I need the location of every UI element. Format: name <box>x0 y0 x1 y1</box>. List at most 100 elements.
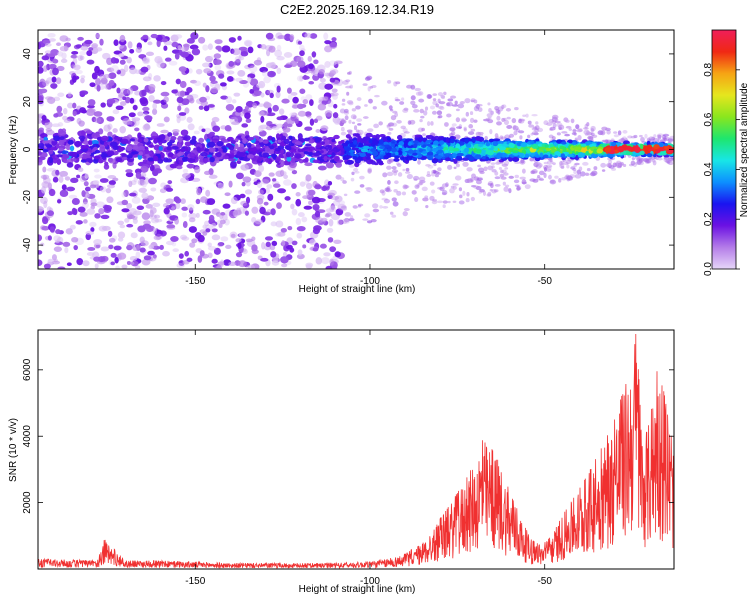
heatmap-cell <box>632 162 637 168</box>
heatmap-cell <box>663 157 668 163</box>
heatmap-cell <box>492 141 499 147</box>
heatmap-cell <box>142 34 149 40</box>
heatmap-cell <box>645 158 652 164</box>
heatmap-cell <box>580 147 586 153</box>
heatmap-cell <box>551 114 559 120</box>
heatmap-cell <box>406 174 413 180</box>
heatmap-cell <box>335 208 344 216</box>
heatmap-cell <box>436 200 443 204</box>
heatmap-cell <box>508 133 515 138</box>
heatmap-cell <box>455 117 461 123</box>
heatmap-cell <box>532 178 539 183</box>
heatmap-cell <box>349 84 354 89</box>
heatmap-cell <box>338 200 346 206</box>
heatmap-cell <box>137 132 142 139</box>
heatmap-cell <box>443 153 452 157</box>
heatmap-cell <box>144 115 153 121</box>
heatmap-cell <box>340 177 345 182</box>
heatmap-cell <box>40 242 45 247</box>
heatmap-cell <box>405 171 411 174</box>
heatmap-cell <box>205 85 210 93</box>
heatmap-cell <box>167 132 173 137</box>
heatmap-cell <box>449 126 456 132</box>
heatmap-cell <box>653 144 660 150</box>
heatmap-cell <box>103 124 111 132</box>
heatmap-cell <box>640 136 645 143</box>
heatmap-cell <box>177 45 182 51</box>
heatmap-cell <box>74 140 83 147</box>
heatmap-cell <box>633 134 638 139</box>
heatmap-cell <box>147 250 155 256</box>
heatmap-cell <box>307 189 316 196</box>
heatmap-cell <box>50 83 58 89</box>
heatmap-cell <box>617 130 622 136</box>
heatmap-cell <box>71 64 77 69</box>
heatmap-cell <box>558 124 562 129</box>
heatmap-cell <box>306 114 312 119</box>
heatmap-cell <box>353 125 358 131</box>
heatmap-cell <box>438 140 445 145</box>
heatmap-cell <box>391 147 397 153</box>
heatmap-cell <box>42 148 49 153</box>
heatmap-cell <box>473 106 480 112</box>
heatmap-cell <box>494 184 501 187</box>
heatmap-cell <box>367 128 374 133</box>
heatmap-cell <box>44 50 52 55</box>
heatmap-cell <box>64 246 69 254</box>
heatmap-cell <box>203 68 212 74</box>
heatmap-cell <box>259 66 269 73</box>
heatmap-cell <box>413 108 420 113</box>
heatmap-cell <box>423 110 428 116</box>
heatmap-cell <box>418 176 426 182</box>
heatmap-cell <box>421 186 428 192</box>
heatmap-cell <box>365 156 371 160</box>
heatmap-cell <box>374 94 380 98</box>
heatmap-cell <box>85 158 92 162</box>
heatmap-cell <box>563 162 569 166</box>
heatmap-cell <box>441 183 449 188</box>
heatmap-cell <box>658 151 666 156</box>
heatmap-cell <box>410 100 416 105</box>
heatmap-cell <box>461 118 468 122</box>
heatmap-cell <box>506 116 511 120</box>
heatmap-cell <box>171 41 179 48</box>
heatmap-cell <box>205 189 211 197</box>
heatmap-cell <box>631 157 635 161</box>
heatmap-cell <box>165 198 174 204</box>
heatmap-cell <box>245 238 253 243</box>
heatmap-cell <box>345 155 353 159</box>
heatmap-cell <box>127 41 133 49</box>
heatmap-cell <box>202 82 207 88</box>
heatmap-cell <box>382 206 389 209</box>
heatmap-cell <box>43 136 48 142</box>
heatmap-cell <box>559 163 565 169</box>
heatmap-cell <box>72 110 77 117</box>
heatmap-cell <box>352 205 359 209</box>
heatmap-cell <box>357 204 362 208</box>
heatmap-cell <box>211 234 221 241</box>
heatmap-cell <box>551 136 556 141</box>
heatmap-cell <box>202 231 208 236</box>
heatmap-cell <box>475 185 482 191</box>
heatmap-cell <box>125 172 134 178</box>
heatmap-cell <box>154 218 163 223</box>
heatmap-cell <box>401 191 407 196</box>
heatmap-cell <box>114 256 119 264</box>
heatmap-cell <box>320 125 329 131</box>
heatmap-cell <box>40 196 48 205</box>
heatmap-cell <box>60 150 69 155</box>
heatmap-cell <box>366 220 373 224</box>
heatmap-cell <box>38 118 42 124</box>
heatmap-cell <box>309 33 318 39</box>
heatmap-cell <box>343 146 352 152</box>
heatmap-cell <box>327 180 333 186</box>
heatmap-cell <box>670 156 674 160</box>
heatmap-cell <box>276 85 281 93</box>
heatmap-cell <box>89 82 96 88</box>
heatmap-cell <box>477 143 484 148</box>
heatmap-cell <box>308 200 313 206</box>
heatmap-cell <box>558 124 565 130</box>
heatmap-cell <box>395 81 401 85</box>
heatmap-cell <box>158 146 163 151</box>
heatmap-cell <box>154 55 163 64</box>
